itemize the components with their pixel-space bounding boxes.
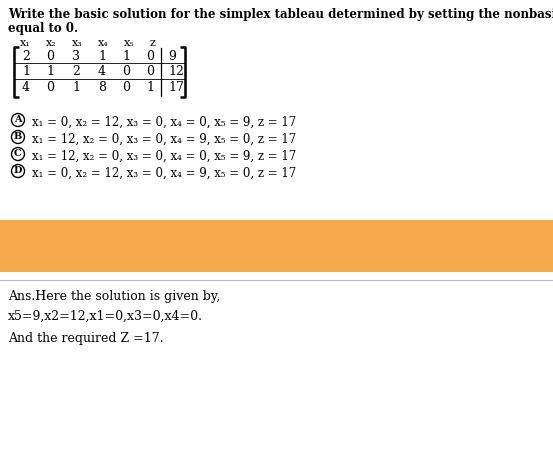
Text: 2: 2 [22,50,30,63]
Text: 0: 0 [122,66,130,79]
Text: A: A [14,115,22,124]
Text: C: C [14,149,22,158]
Text: 0: 0 [146,66,154,79]
Text: 1: 1 [46,66,54,79]
Text: 9: 9 [168,50,176,63]
Text: 17: 17 [168,81,184,94]
Text: 1: 1 [122,50,130,63]
Text: x₄: x₄ [98,38,109,48]
Text: 1: 1 [98,50,106,63]
Text: equal to 0.: equal to 0. [8,22,78,35]
Text: 1: 1 [22,66,30,79]
Text: 1: 1 [146,81,154,94]
Text: 1: 1 [72,81,80,94]
Text: x₂: x₂ [46,38,56,48]
Text: x₁ = 0, x₂ = 12, x₃ = 0, x₄ = 0, x₅ = 9, z = 17: x₁ = 0, x₂ = 12, x₃ = 0, x₄ = 0, x₅ = 9,… [32,116,296,129]
Text: Ans.Here the solution is given by,: Ans.Here the solution is given by, [8,290,220,303]
Text: And the required Z =17.: And the required Z =17. [8,332,164,345]
Text: x₁: x₁ [20,38,30,48]
Text: 2: 2 [72,66,80,79]
Text: 8: 8 [98,81,106,94]
Text: 4: 4 [98,66,106,79]
Text: 4: 4 [22,81,30,94]
Text: x₅: x₅ [124,38,134,48]
Text: 0: 0 [146,50,154,63]
Text: x₁ = 12, x₂ = 0, x₃ = 0, x₄ = 0, x₅ = 9, z = 17: x₁ = 12, x₂ = 0, x₃ = 0, x₄ = 0, x₅ = 9,… [32,150,296,163]
Text: x₁ = 0, x₂ = 12, x₃ = 0, x₄ = 9, x₅ = 0, z = 17: x₁ = 0, x₂ = 12, x₃ = 0, x₄ = 9, x₅ = 0,… [32,167,296,180]
Text: 0: 0 [122,81,130,94]
Text: 12: 12 [168,66,184,79]
Text: x5=9,x2=12,x1=0,x3=0,x4=0.: x5=9,x2=12,x1=0,x3=0,x4=0. [8,310,203,323]
Text: z: z [150,38,156,48]
Bar [0,220,553,272]
Text: x₃: x₃ [72,38,83,48]
Text: 0: 0 [46,50,54,63]
Text: Write the basic solution for the simplex tableau determined by setting the nonba: Write the basic solution for the simplex… [8,8,553,21]
Text: D: D [14,166,22,175]
Text: 0: 0 [46,81,54,94]
Text: B: B [14,132,22,141]
Text: 3: 3 [72,50,80,63]
Text: x₁ = 12, x₂ = 0, x₃ = 0, x₄ = 9, x₅ = 0, z = 17: x₁ = 12, x₂ = 0, x₃ = 0, x₄ = 9, x₅ = 0,… [32,133,296,146]
